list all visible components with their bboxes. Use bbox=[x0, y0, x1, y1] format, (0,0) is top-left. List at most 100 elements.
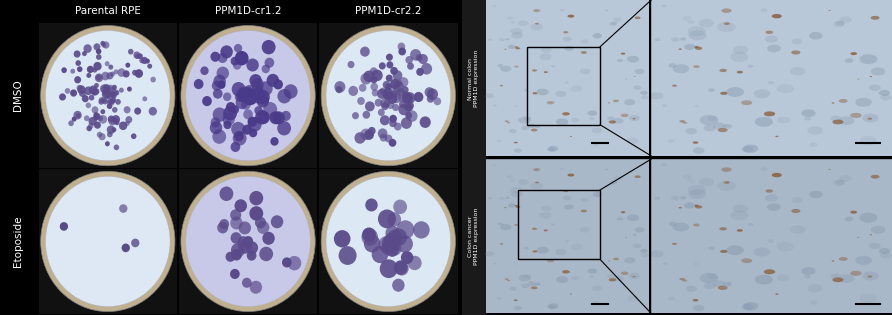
Ellipse shape bbox=[880, 94, 892, 100]
Ellipse shape bbox=[673, 64, 690, 73]
Ellipse shape bbox=[760, 167, 767, 171]
Ellipse shape bbox=[833, 180, 845, 186]
Ellipse shape bbox=[132, 70, 137, 76]
Ellipse shape bbox=[392, 70, 402, 80]
Ellipse shape bbox=[393, 200, 407, 214]
Ellipse shape bbox=[94, 89, 100, 94]
Ellipse shape bbox=[384, 90, 393, 100]
Ellipse shape bbox=[94, 43, 101, 50]
Ellipse shape bbox=[607, 117, 615, 120]
Ellipse shape bbox=[695, 205, 702, 209]
Ellipse shape bbox=[321, 26, 456, 166]
Ellipse shape bbox=[73, 111, 82, 119]
Ellipse shape bbox=[250, 281, 262, 294]
Ellipse shape bbox=[88, 117, 97, 126]
Ellipse shape bbox=[668, 222, 677, 226]
Ellipse shape bbox=[235, 96, 248, 109]
Ellipse shape bbox=[242, 87, 255, 101]
Ellipse shape bbox=[673, 223, 690, 232]
Ellipse shape bbox=[420, 116, 431, 128]
Ellipse shape bbox=[518, 20, 528, 26]
Ellipse shape bbox=[547, 259, 554, 262]
Ellipse shape bbox=[131, 238, 139, 247]
Ellipse shape bbox=[580, 227, 591, 232]
Ellipse shape bbox=[250, 74, 262, 87]
Ellipse shape bbox=[233, 61, 241, 70]
Ellipse shape bbox=[244, 85, 256, 98]
Ellipse shape bbox=[94, 83, 99, 88]
Ellipse shape bbox=[540, 212, 551, 219]
Ellipse shape bbox=[354, 132, 366, 144]
Ellipse shape bbox=[287, 256, 301, 270]
Ellipse shape bbox=[360, 47, 370, 57]
Ellipse shape bbox=[126, 63, 130, 68]
Ellipse shape bbox=[760, 8, 767, 12]
Ellipse shape bbox=[532, 228, 537, 230]
Ellipse shape bbox=[741, 258, 752, 263]
Ellipse shape bbox=[101, 41, 105, 46]
Ellipse shape bbox=[562, 270, 570, 273]
Ellipse shape bbox=[101, 109, 105, 114]
Ellipse shape bbox=[743, 145, 758, 153]
Ellipse shape bbox=[723, 22, 730, 25]
Ellipse shape bbox=[510, 186, 523, 193]
Ellipse shape bbox=[488, 38, 491, 41]
Ellipse shape bbox=[388, 230, 401, 244]
Ellipse shape bbox=[765, 194, 778, 202]
Ellipse shape bbox=[379, 88, 386, 95]
Ellipse shape bbox=[397, 90, 409, 102]
Ellipse shape bbox=[698, 178, 714, 186]
Ellipse shape bbox=[210, 121, 222, 134]
Ellipse shape bbox=[507, 122, 510, 123]
Ellipse shape bbox=[871, 226, 886, 234]
Ellipse shape bbox=[113, 89, 119, 95]
Ellipse shape bbox=[74, 50, 80, 58]
Ellipse shape bbox=[679, 207, 681, 209]
Ellipse shape bbox=[113, 145, 120, 150]
Ellipse shape bbox=[608, 278, 616, 282]
Ellipse shape bbox=[515, 205, 518, 206]
Ellipse shape bbox=[76, 60, 81, 66]
Ellipse shape bbox=[590, 275, 594, 278]
Ellipse shape bbox=[562, 112, 570, 116]
Ellipse shape bbox=[767, 203, 780, 211]
Ellipse shape bbox=[684, 203, 695, 209]
Ellipse shape bbox=[405, 56, 413, 64]
Ellipse shape bbox=[547, 147, 555, 152]
Ellipse shape bbox=[492, 164, 496, 166]
Ellipse shape bbox=[810, 143, 818, 147]
Ellipse shape bbox=[830, 273, 841, 279]
Ellipse shape bbox=[244, 94, 253, 102]
Ellipse shape bbox=[238, 239, 252, 254]
Ellipse shape bbox=[688, 179, 695, 183]
Text: PPM1D-cr1.2: PPM1D-cr1.2 bbox=[215, 6, 281, 16]
Ellipse shape bbox=[500, 197, 505, 200]
Ellipse shape bbox=[255, 217, 266, 228]
Ellipse shape bbox=[836, 180, 845, 185]
Ellipse shape bbox=[385, 92, 392, 99]
Ellipse shape bbox=[107, 125, 115, 134]
Ellipse shape bbox=[110, 98, 115, 104]
Ellipse shape bbox=[231, 249, 242, 261]
Ellipse shape bbox=[94, 62, 102, 71]
Ellipse shape bbox=[240, 86, 252, 100]
Ellipse shape bbox=[386, 54, 392, 61]
Ellipse shape bbox=[680, 120, 685, 123]
Ellipse shape bbox=[682, 175, 692, 180]
Ellipse shape bbox=[407, 110, 417, 122]
Ellipse shape bbox=[737, 71, 743, 73]
Ellipse shape bbox=[257, 94, 269, 107]
Ellipse shape bbox=[143, 96, 147, 101]
Ellipse shape bbox=[118, 68, 126, 77]
Ellipse shape bbox=[378, 236, 395, 253]
Ellipse shape bbox=[518, 274, 531, 281]
Ellipse shape bbox=[765, 31, 773, 34]
Ellipse shape bbox=[402, 93, 413, 104]
Ellipse shape bbox=[682, 279, 688, 282]
Text: Normal colon
PPM1D expression: Normal colon PPM1D expression bbox=[468, 50, 479, 107]
Ellipse shape bbox=[86, 102, 91, 108]
Ellipse shape bbox=[238, 221, 251, 234]
Ellipse shape bbox=[395, 261, 409, 276]
Ellipse shape bbox=[747, 223, 754, 226]
Ellipse shape bbox=[668, 139, 674, 143]
